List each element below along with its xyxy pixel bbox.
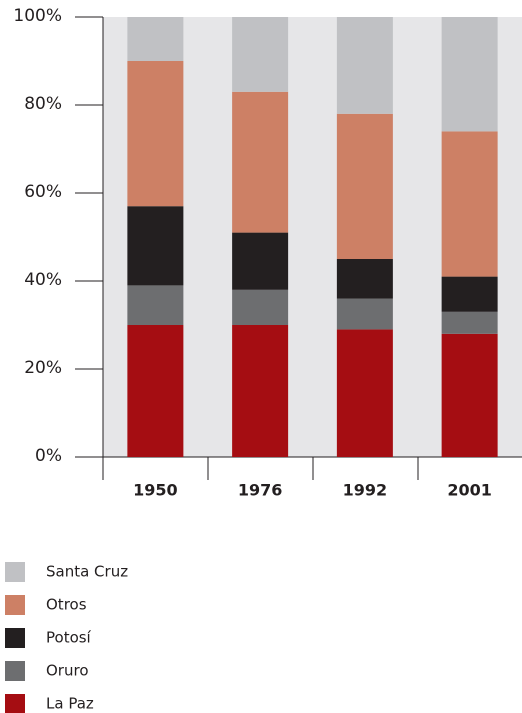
bar-segment xyxy=(127,285,184,325)
x-tick-label: 1950 xyxy=(133,481,178,500)
x-tick-label: 1976 xyxy=(238,481,283,500)
bar-segment xyxy=(232,232,289,290)
legend-swatch xyxy=(5,562,25,582)
legend-swatch xyxy=(5,694,25,713)
legend-label: Oruro xyxy=(46,662,89,680)
y-tick-label: 60% xyxy=(24,182,62,202)
x-tick-label: 1992 xyxy=(343,481,388,500)
bar-segment xyxy=(441,17,498,132)
legend-swatch xyxy=(5,628,25,648)
legend-swatch xyxy=(5,595,25,615)
bar-segment xyxy=(441,333,498,457)
legend-label: La Paz xyxy=(46,695,94,713)
bar-segment xyxy=(127,61,184,207)
bar-segment xyxy=(127,17,184,61)
y-tick-label: 80% xyxy=(24,94,62,114)
bar-segment xyxy=(336,259,393,299)
y-tick-label: 0% xyxy=(35,446,62,466)
bar-segment xyxy=(336,113,393,259)
bar-segment xyxy=(336,298,393,330)
y-tick-label: 100% xyxy=(13,6,62,26)
bar-segment xyxy=(232,289,289,325)
bar-segment xyxy=(127,325,184,457)
y-tick-label: 20% xyxy=(24,358,62,378)
legend-label: Santa Cruz xyxy=(46,563,128,581)
legend-swatch xyxy=(5,661,25,681)
legend-label: Potosí xyxy=(46,629,92,647)
bar-segment xyxy=(441,131,498,277)
bar-segment xyxy=(336,17,393,114)
bar-segment xyxy=(232,91,289,233)
x-tick-label: 2001 xyxy=(447,481,492,500)
bar-segment xyxy=(232,17,289,92)
bar-segment xyxy=(441,276,498,312)
y-tick-label: 40% xyxy=(24,270,62,290)
bar-segment xyxy=(336,329,393,457)
bar-segment xyxy=(127,206,184,286)
bar-segment xyxy=(441,311,498,334)
legend-label: Otros xyxy=(46,596,87,614)
bar-segment xyxy=(232,325,289,457)
